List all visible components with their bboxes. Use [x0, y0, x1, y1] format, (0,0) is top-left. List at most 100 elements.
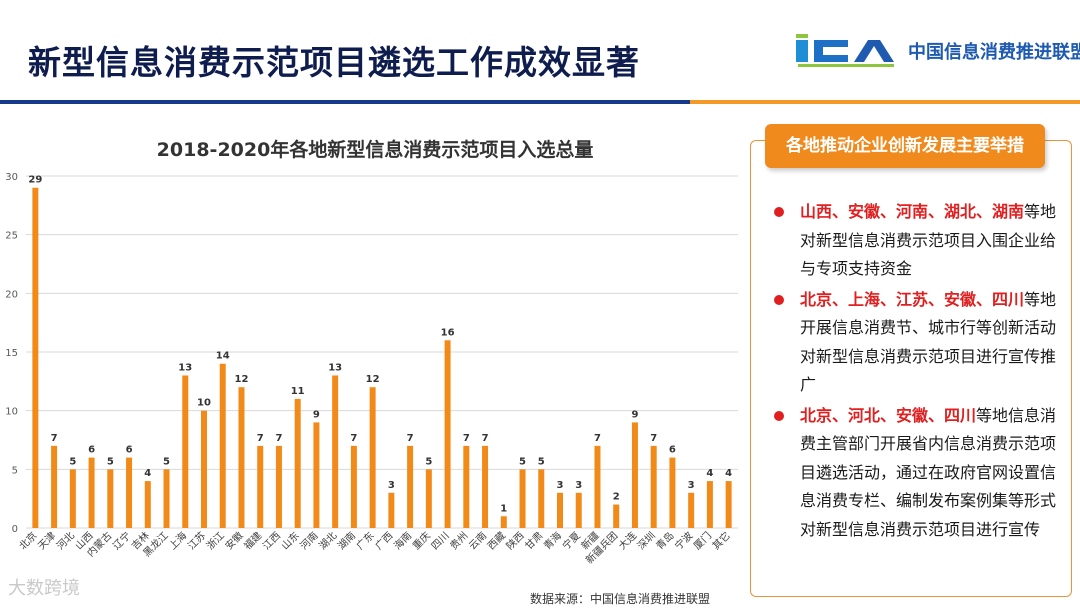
- data-label: 5: [519, 456, 526, 467]
- x-tick-label: 云南: [466, 529, 489, 552]
- bar: [482, 445, 489, 528]
- bar: [275, 445, 282, 528]
- watermark: 大数跨境: [8, 578, 80, 599]
- data-label: 6: [126, 445, 133, 456]
- bar: [369, 387, 376, 528]
- data-label: 7: [482, 433, 489, 444]
- data-label: 12: [366, 374, 380, 385]
- x-tick-label: 北京: [16, 529, 39, 552]
- x-tick-label: 湖南: [335, 529, 358, 552]
- x-tick-label: 大连: [616, 529, 639, 552]
- bar: [557, 492, 563, 528]
- data-label: 5: [425, 456, 432, 467]
- x-tick-label: 西藏: [485, 530, 508, 553]
- x-tick-label: 辽宁: [110, 529, 133, 552]
- x-tick-label: 重庆: [410, 529, 433, 552]
- bar: [388, 492, 395, 528]
- data-label: 29: [28, 175, 42, 186]
- bar: [444, 340, 451, 528]
- x-tick-label: 厦门: [691, 529, 714, 552]
- x-tick-label: 广西: [373, 530, 396, 553]
- x-tick-label: 广东: [353, 529, 376, 552]
- x-tick-label: 福建: [241, 529, 264, 552]
- bar: [500, 516, 507, 528]
- y-tick-label: 20: [5, 289, 18, 300]
- logo-text: 中国信息消费推进联盟: [908, 42, 1080, 63]
- data-label: 7: [463, 433, 470, 444]
- data-label: 7: [350, 433, 357, 444]
- bar: [163, 469, 170, 528]
- bar: [575, 492, 582, 528]
- x-tick-label: 宁夏: [560, 529, 583, 552]
- x-tick-label: 安徽: [222, 529, 245, 552]
- y-tick-label: 0: [12, 524, 18, 535]
- x-tick-label: 甘肃: [522, 529, 545, 552]
- x-tick-label: 海南: [391, 529, 414, 552]
- bar: [631, 422, 638, 528]
- y-tick-label: 15: [5, 348, 18, 359]
- x-tick-label: 四川: [430, 530, 452, 552]
- data-label: 14: [216, 351, 230, 362]
- bar: [425, 469, 432, 528]
- data-label: 10: [197, 398, 211, 409]
- data-label: 16: [441, 327, 455, 338]
- measure-item: 北京、河北、安徽、四川等地信息消费主管部门开展省内信息消费示范项目遴选活动，通过…: [772, 402, 1058, 545]
- bar: [257, 445, 264, 528]
- x-tick-label: 宁波: [672, 529, 695, 552]
- bar: [688, 492, 695, 528]
- bar: [538, 469, 545, 528]
- bar: [613, 504, 620, 528]
- data-label: 5: [538, 456, 545, 467]
- bar: [51, 445, 58, 528]
- data-label: 6: [88, 445, 95, 456]
- data-label: 13: [328, 362, 342, 373]
- data-label: 9: [631, 409, 638, 420]
- data-label: 7: [257, 433, 264, 444]
- bar: [350, 445, 357, 528]
- x-tick-label: 湖北: [317, 530, 340, 553]
- measure-regions: 北京、上海、江苏、安徽、四川: [800, 289, 1025, 309]
- bar: [144, 481, 151, 528]
- data-label: 4: [144, 468, 151, 479]
- x-tick-label: 江苏: [185, 529, 208, 552]
- measure-regions: 山西、安徽、河南、湖北、湖南: [800, 202, 1025, 221]
- bar: [407, 445, 414, 528]
- bar: [126, 457, 133, 528]
- data-label: 7: [594, 433, 601, 444]
- bar: [669, 457, 676, 528]
- measure-text: 等地对新型信息消费示范项目入围企业给与专项支持资金: [800, 202, 1057, 278]
- page-title: 新型信息消费示范项目遴选工作成效显著: [28, 43, 640, 82]
- x-tick-label: 天津: [36, 530, 59, 553]
- data-label: 7: [407, 433, 414, 444]
- bar: [88, 457, 95, 528]
- data-label: 9: [313, 409, 320, 420]
- data-label: 6: [669, 445, 676, 456]
- measure-text: 等地信息消费主管部门开展省内信息消费示范项目遴选活动，通过在政府官网设置信息消费…: [800, 405, 1057, 539]
- header-rule-blue: [0, 100, 690, 104]
- data-label: 2: [613, 492, 620, 503]
- ica-logo-mark: [796, 34, 894, 67]
- panel-title: 各地推动企业创新发展主要举措: [765, 124, 1045, 168]
- data-label: 5: [107, 456, 114, 467]
- data-source: 数据来源：中国信息消费推进联盟: [530, 592, 711, 606]
- bar: [332, 375, 339, 528]
- bar: [69, 469, 76, 528]
- data-label: 3: [688, 480, 695, 491]
- bar: [519, 469, 526, 528]
- data-label: 5: [69, 456, 76, 467]
- header-rule-orange: [690, 100, 1080, 104]
- bar: [594, 445, 601, 528]
- measure-item: 北京、上海、江苏、安徽、四川等地开展信息消费节、城市行等创新活动对新型信息消费示…: [772, 286, 1058, 400]
- ica-logo: 中国信息消费推进联盟: [796, 34, 1080, 72]
- data-label: 5: [163, 456, 170, 467]
- x-tick-label: 江西: [260, 530, 283, 553]
- data-label: 12: [235, 374, 249, 385]
- data-label: 11: [291, 386, 305, 397]
- y-tick-label: 5: [12, 465, 18, 476]
- measures-list: 山西、安徽、河南、湖北、湖南等地对新型信息消费示范项目入围企业给与专项支持资金 …: [772, 198, 1058, 546]
- data-label: 4: [725, 468, 732, 479]
- x-tick-label: 浙江: [204, 530, 227, 553]
- data-label: 1: [500, 503, 507, 514]
- x-tick-label: 陕西: [503, 529, 526, 552]
